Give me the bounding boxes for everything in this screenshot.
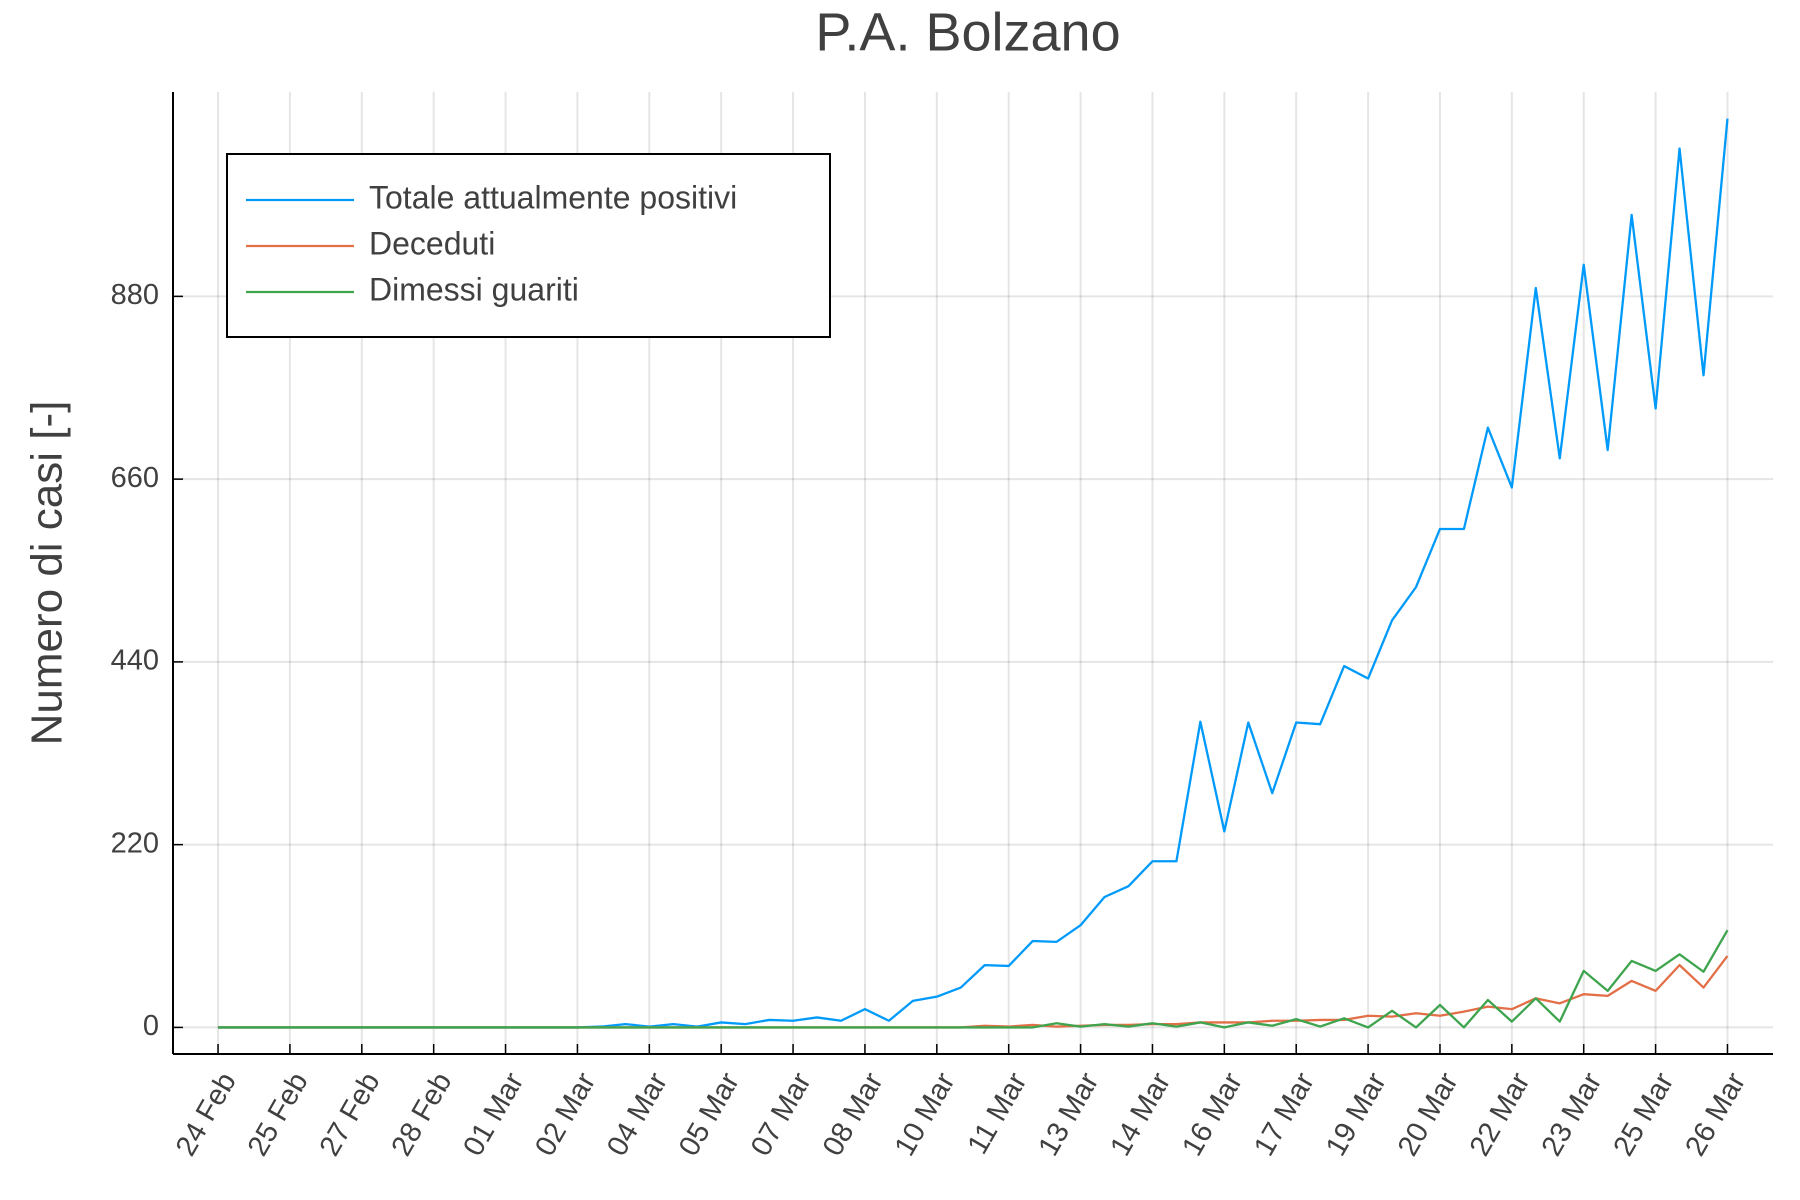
y-tick-label: 880 bbox=[111, 279, 159, 311]
x-tick-label: 10 Mar bbox=[889, 1067, 962, 1161]
legend-label: Deceduti bbox=[369, 225, 495, 261]
x-tick-label: 01 Mar bbox=[457, 1067, 530, 1161]
line bbox=[218, 929, 1729, 1029]
x-tick-label: 24 Feb bbox=[170, 1067, 243, 1161]
x-tick-label: 04 Mar bbox=[601, 1067, 674, 1161]
x-tick-label: 02 Mar bbox=[529, 1067, 602, 1161]
line bbox=[218, 955, 1729, 1029]
legend-label: Dimessi guariti bbox=[369, 271, 579, 307]
x-tick-label: 28 Feb bbox=[386, 1067, 459, 1161]
legend-label: Totale attualmente positivi bbox=[369, 179, 737, 215]
x-tick-label: 08 Mar bbox=[817, 1067, 890, 1161]
x-tick-label: 27 Feb bbox=[314, 1067, 387, 1161]
x-tick-label: 25 Feb bbox=[242, 1067, 315, 1161]
x-tick-label: 22 Mar bbox=[1464, 1067, 1537, 1161]
y-tick-label: 440 bbox=[111, 645, 159, 677]
x-tick-label: 11 Mar bbox=[962, 1067, 1034, 1160]
x-tick-label: 20 Mar bbox=[1392, 1067, 1465, 1161]
x-tick-label: 17 Mar bbox=[1248, 1067, 1321, 1161]
x-tick-label: 23 Mar bbox=[1536, 1067, 1609, 1161]
x-tick-label: 16 Mar bbox=[1176, 1067, 1249, 1161]
chart-title: P.A. Bolzano bbox=[815, 2, 1120, 62]
y-axis-label: Numero di casi [-] bbox=[23, 401, 72, 746]
y-tick-label: 660 bbox=[111, 462, 159, 494]
y-tick-label: 220 bbox=[111, 827, 159, 859]
y-tick-label: 0 bbox=[143, 1010, 159, 1042]
x-tick-label: 26 Mar bbox=[1679, 1067, 1752, 1161]
x-tick-label: 13 Mar bbox=[1032, 1067, 1105, 1161]
x-tick-label: 25 Mar bbox=[1607, 1067, 1680, 1161]
x-tick-label: 19 Mar bbox=[1320, 1067, 1393, 1161]
x-tick-label: 07 Mar bbox=[745, 1067, 818, 1161]
x-tick-label: 14 Mar bbox=[1104, 1067, 1177, 1161]
x-tick-label: 05 Mar bbox=[673, 1067, 746, 1161]
